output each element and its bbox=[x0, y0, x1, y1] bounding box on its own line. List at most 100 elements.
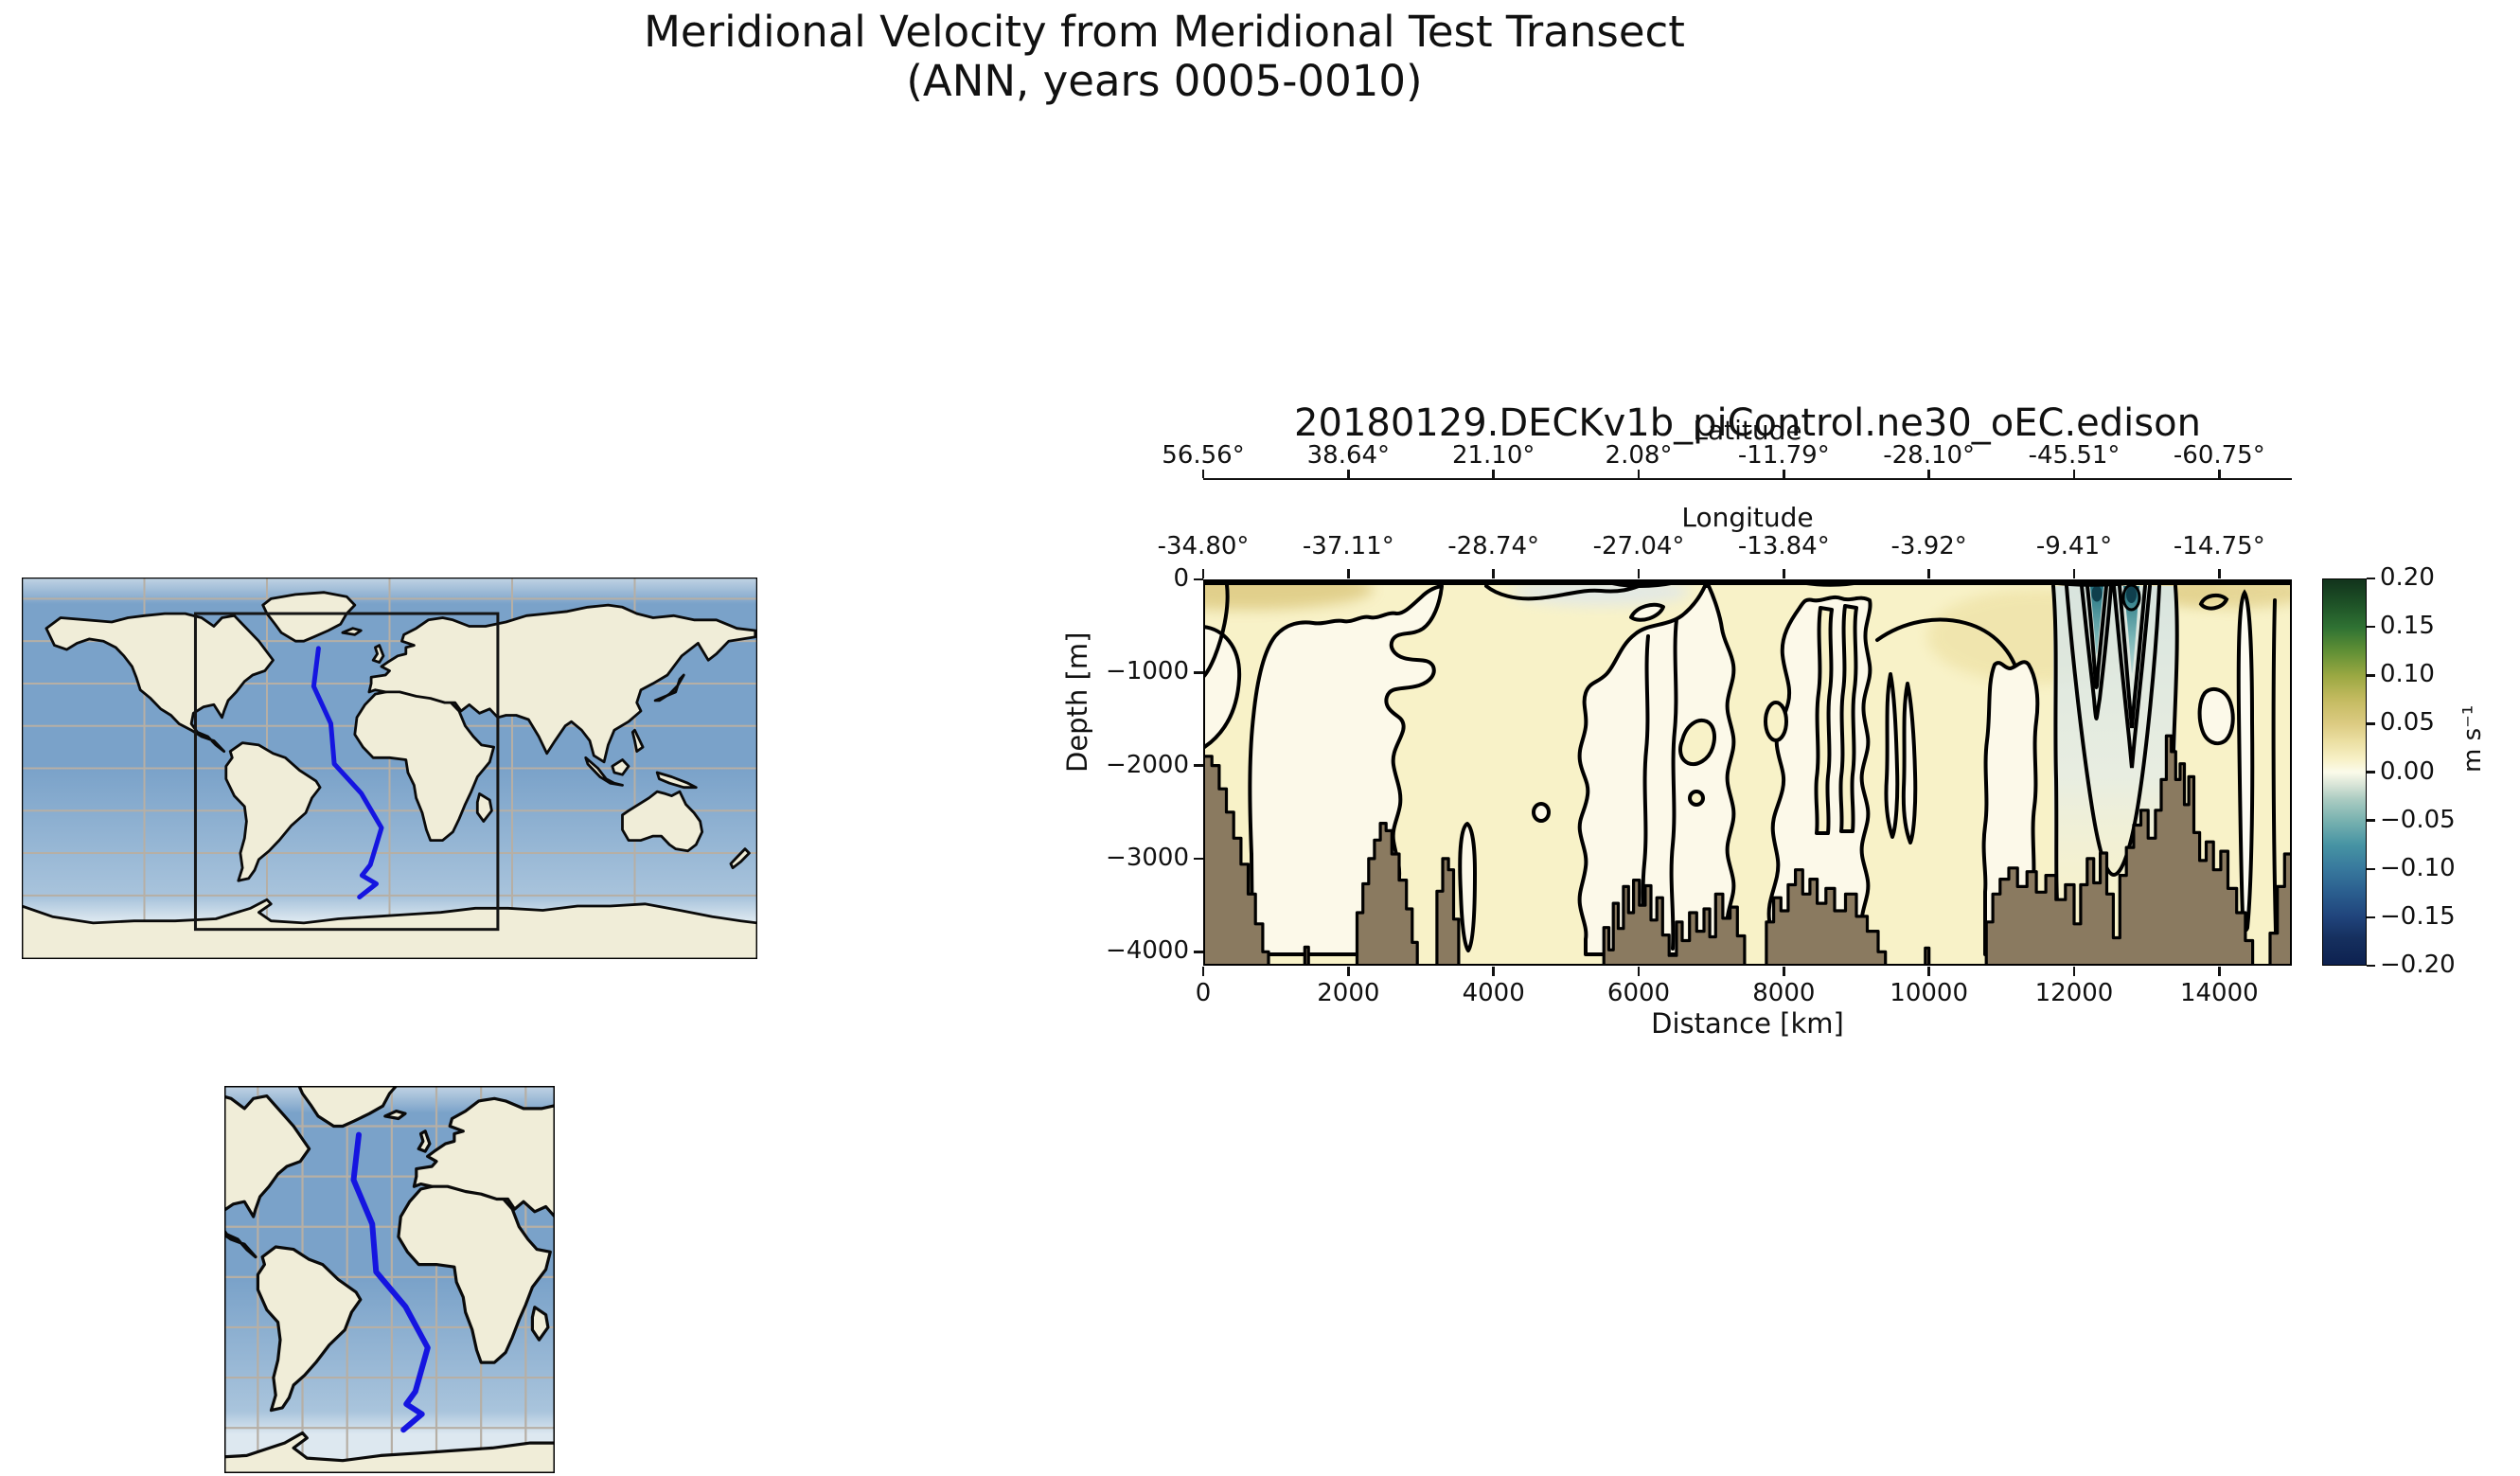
longitude-tick-mark bbox=[2072, 569, 2076, 578]
transect-line bbox=[311, 646, 384, 899]
latitude-tick-label: -45.51° bbox=[2028, 441, 2121, 470]
continent-landmass bbox=[371, 644, 385, 664]
velocity-section-plot bbox=[1203, 579, 2292, 966]
continent-landmass bbox=[655, 771, 698, 790]
colorbar-tick-label: 0.05 bbox=[2380, 708, 2435, 738]
zero-velocity-contour bbox=[2271, 598, 2278, 934]
latitude-tick-mark bbox=[2218, 470, 2221, 478]
continent-landmass bbox=[261, 591, 357, 643]
depth-tick-mark bbox=[1194, 857, 1203, 861]
colorbar-tick-mark bbox=[2367, 771, 2375, 774]
distance-tick-label: 12000 bbox=[2034, 979, 2114, 1007]
continent-landmass bbox=[397, 1183, 552, 1364]
distance-tick-mark bbox=[1201, 967, 1205, 976]
zero-velocity-contour bbox=[1203, 583, 1230, 679]
plume-core bbox=[2091, 585, 2103, 602]
distance-tick-mark bbox=[1927, 967, 1930, 976]
depth-tick-label: −1000 bbox=[1106, 657, 1189, 686]
latitude-tick-mark bbox=[1927, 470, 1930, 478]
distance-tick-label: 2000 bbox=[1317, 979, 1380, 1007]
teal-plume bbox=[2090, 586, 2103, 654]
zero-velocity-contour bbox=[2236, 589, 2255, 933]
subplot-title: 20180129.DECKv1b_piControl.ne30_oEC.edis… bbox=[1294, 401, 2201, 445]
figure-title-line1: Meridional Velocity from Meridional Test… bbox=[644, 7, 1685, 57]
zero-velocity-contour bbox=[1678, 719, 1716, 766]
zero-velocity-contour bbox=[1669, 617, 1678, 951]
map-continents bbox=[224, 1086, 555, 1473]
surface-line bbox=[1790, 581, 1866, 587]
zero-velocity-contour bbox=[1577, 584, 1736, 956]
continent-landmass bbox=[584, 756, 624, 787]
depth-tick-label: 0 bbox=[1173, 564, 1189, 593]
longitude-axis-label: Longitude bbox=[1681, 502, 1814, 533]
latitude-tick-mark bbox=[1783, 470, 1785, 478]
continent-landmass bbox=[44, 612, 275, 753]
zero-velocity-contour bbox=[2085, 584, 2108, 690]
latitude-tick-mark bbox=[1637, 470, 1641, 478]
latitude-tick-label: -28.10° bbox=[1883, 441, 1976, 470]
continent-landmass bbox=[611, 758, 630, 776]
colorbar-tick-mark bbox=[2367, 819, 2375, 822]
colorbar-tick-label: 0.10 bbox=[2380, 660, 2435, 689]
continent-landmass bbox=[224, 1094, 311, 1259]
figure-title-line2: (ANN, years 0005-0010) bbox=[906, 56, 1423, 106]
transect-region-box bbox=[193, 612, 500, 932]
latitude-tick-label: 2.08° bbox=[1605, 441, 1673, 470]
zero-velocity-contour bbox=[1688, 790, 1705, 807]
colorbar-tick-mark bbox=[2367, 674, 2375, 677]
colorbar-tick-label: 0.15 bbox=[2380, 612, 2435, 641]
colorbar-tick-mark bbox=[2367, 577, 2375, 580]
world-map bbox=[22, 578, 757, 959]
colorbar-tick-label: −0.05 bbox=[2380, 805, 2456, 834]
distance-axis-label: Distance [km] bbox=[1651, 1007, 1844, 1040]
depth-tick-mark bbox=[1194, 671, 1203, 674]
zero-velocity-contour bbox=[2118, 584, 2147, 729]
distance-tick-mark bbox=[1347, 967, 1350, 976]
colorbar-tick-label: −0.15 bbox=[2380, 901, 2456, 931]
zero-velocity-contour bbox=[1764, 701, 1788, 742]
latitude-tick-label: 56.56° bbox=[1162, 441, 1245, 470]
continent-landmass bbox=[621, 790, 704, 853]
longitude-tick-label: -34.80° bbox=[1157, 532, 1250, 560]
longitude-tick-mark bbox=[1783, 569, 1785, 578]
colorbar-tick-label: −0.20 bbox=[2380, 951, 2456, 979]
distance-tick-mark bbox=[1492, 967, 1495, 976]
colorbar-tick-label: −0.10 bbox=[2380, 853, 2456, 882]
zero-velocity-contour bbox=[2065, 584, 2161, 878]
depth-tick-label: −3000 bbox=[1106, 843, 1189, 872]
longitude-tick-mark bbox=[1637, 569, 1641, 578]
longitude-tick-label: -14.75° bbox=[2173, 532, 2265, 560]
latitude-tick-label: 21.10° bbox=[1451, 441, 1535, 470]
distance-tick-mark bbox=[1783, 967, 1785, 976]
distance-tick-mark bbox=[2218, 967, 2221, 976]
colorbar-tick-mark bbox=[2367, 964, 2375, 968]
distance-tick-mark bbox=[1637, 967, 1641, 976]
zero-velocity-contour bbox=[1901, 682, 1918, 845]
longitude-tick-mark bbox=[1347, 569, 1350, 578]
depth-tick-mark bbox=[1194, 578, 1203, 581]
transect-line bbox=[350, 1131, 431, 1433]
distance-tick-label: 14000 bbox=[2179, 979, 2259, 1007]
bathymetry bbox=[1203, 734, 2292, 966]
zero-velocity-contour bbox=[1458, 822, 1477, 952]
zero-velocity-contour bbox=[2197, 686, 2235, 746]
distance-tick-label: 8000 bbox=[1752, 979, 1816, 1007]
continent-landmass bbox=[417, 1129, 432, 1153]
continent-landmass bbox=[653, 673, 685, 702]
zero-velocity-contour bbox=[2198, 593, 2229, 611]
longitude-tick-label: -13.84° bbox=[1737, 532, 1830, 560]
colorbar-tick-mark bbox=[2367, 722, 2375, 725]
colorbar-tick-mark bbox=[2367, 916, 2375, 919]
latitude-tick-label: -11.79° bbox=[1737, 441, 1830, 470]
longitude-tick-mark bbox=[1492, 569, 1495, 578]
longitude-tick-mark bbox=[1201, 569, 1205, 578]
atlantic-zoom-map bbox=[224, 1086, 555, 1473]
colorbar-tick-label: 0.20 bbox=[2380, 563, 2435, 592]
surface-line bbox=[1601, 581, 1677, 589]
colorbar-tick-mark bbox=[2367, 625, 2375, 629]
continent-landmass bbox=[630, 728, 645, 753]
distance-tick-label: 10000 bbox=[1890, 979, 1969, 1007]
latitude-tick-mark bbox=[2072, 470, 2076, 478]
zero-velocity-contour bbox=[1532, 802, 1551, 823]
depth-tick-mark bbox=[1194, 951, 1203, 953]
